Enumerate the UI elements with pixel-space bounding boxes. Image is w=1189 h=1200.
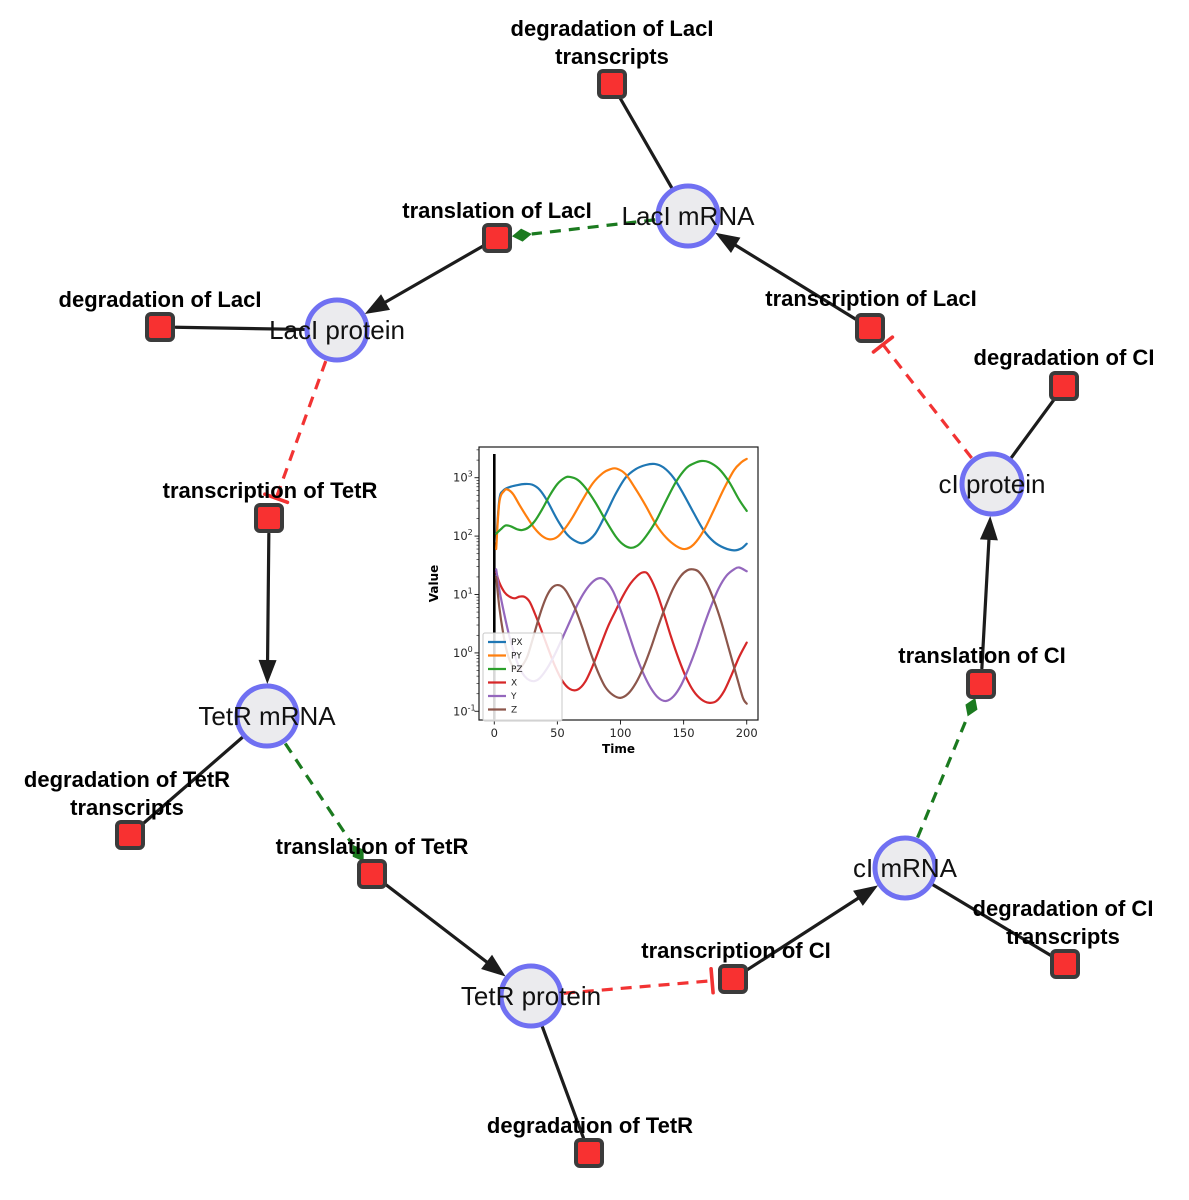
edge-ci-mrna-translation-ci bbox=[916, 715, 970, 839]
species-circle-laci-mrna bbox=[655, 183, 721, 249]
arrowhead-edge-transcription-tetr-tetr-mrna bbox=[258, 659, 277, 685]
species-label-ci-protein: cI protein bbox=[939, 469, 1046, 499]
legend-label-PY: PY bbox=[511, 652, 522, 662]
edge-transcription-laci-laci-mrna bbox=[726, 239, 858, 322]
reaction-square-deg-laci-transcripts bbox=[597, 69, 627, 99]
species-circle-ci-mrna bbox=[872, 835, 938, 901]
edge-tetr-mrna-deg-tetr-transcripts bbox=[140, 736, 244, 827]
species-label-tetr-protein: TetR protein bbox=[461, 981, 601, 1011]
modifier-diamond-edge-ci-mrna-translation-ci bbox=[965, 697, 978, 717]
reaction-label-translation-ci: translation of CI bbox=[898, 643, 1065, 668]
modifier-diamond-edge-laci-mrna-translation-laci bbox=[511, 228, 532, 242]
reaction-square-translation-laci bbox=[482, 223, 512, 253]
reaction-label-deg-ci: degradation of CI bbox=[974, 345, 1155, 370]
species-label-ci-mrna: cI mRNA bbox=[853, 853, 958, 883]
reaction-label-deg-ci-transcripts: degradation of CI transcripts bbox=[973, 896, 1154, 949]
edge-laci-mrna-translation-laci bbox=[531, 218, 656, 236]
species-label-tetr-mrna: TetR mRNA bbox=[198, 701, 336, 731]
reaction-square-translation-ci bbox=[966, 669, 996, 699]
y-axis-label: Value bbox=[427, 565, 441, 603]
reaction-square-deg-ci-transcripts bbox=[1050, 949, 1080, 979]
edge-laci-protein-transcription-tetr bbox=[274, 360, 328, 499]
edge-ci-protein-deg-ci bbox=[1009, 397, 1057, 460]
y-tick-label-10e1: 101 bbox=[453, 587, 473, 602]
legend-label-Z: Z bbox=[511, 706, 517, 716]
species-circle-ci-protein bbox=[959, 451, 1025, 517]
y-tick-label-10e-1: 10-1 bbox=[453, 703, 476, 718]
legend-label-Y: Y bbox=[510, 692, 517, 702]
y-tick-label-10e2: 102 bbox=[453, 528, 473, 543]
edge-tetr-protein-transcription-ci bbox=[563, 979, 713, 995]
modifier-diamond-edge-tetr-mrna-translation-tetr bbox=[352, 844, 364, 862]
reaction-label-transcription-ci: transcription of CI bbox=[641, 938, 830, 963]
legend-label-PZ: PZ bbox=[511, 665, 523, 675]
x-tick-label-200: 200 bbox=[736, 726, 758, 740]
inhibition-tbar-edge-ci-protein-transcription-laci bbox=[871, 335, 895, 354]
y-tick-label-10e0: 100 bbox=[453, 645, 473, 660]
edge-ci-mrna-deg-ci-transcripts bbox=[931, 883, 1053, 958]
inhibition-tbar-edge-tetr-protein-transcription-ci bbox=[709, 967, 715, 995]
species-label-laci-protein: LacI protein bbox=[269, 315, 405, 345]
labels-layer: degradation of LacI transcripts translatio… bbox=[24, 16, 1155, 1138]
species-circle-laci-protein bbox=[304, 297, 370, 363]
edge-laci-mrna-deg-laci-transcripts bbox=[618, 96, 674, 190]
reaction-label-translation-tetr: translation of TetR bbox=[276, 834, 469, 859]
x-axis-label: Time bbox=[602, 742, 635, 756]
species-circle-tetr-protein bbox=[498, 963, 564, 1029]
arrowhead-edge-transcription-ci-ci-mrna bbox=[853, 885, 879, 906]
x-tick-label-100: 100 bbox=[610, 726, 632, 740]
reaction-label-transcription-laci: transcription of LacI bbox=[765, 286, 976, 311]
reaction-square-transcription-tetr bbox=[254, 503, 284, 533]
edge-transcription-ci-ci-mrna bbox=[744, 891, 868, 972]
edge-ci-protein-transcription-laci bbox=[881, 343, 973, 459]
edge-translation-laci-laci-protein bbox=[376, 244, 485, 309]
arrowhead-edge-transcription-laci-laci-mrna bbox=[715, 232, 741, 254]
edge-laci-protein-deg-laci bbox=[174, 325, 306, 332]
reaction-label-translation-laci: translation of LacI bbox=[402, 198, 591, 223]
edge-transcription-tetr-tetr-mrna bbox=[265, 532, 271, 671]
reaction-label-deg-laci: degradation of LacI bbox=[59, 287, 262, 312]
reaction-square-transcription-ci bbox=[718, 964, 748, 994]
edge-translation-tetr-tetr-protein bbox=[383, 882, 496, 969]
inhibition-tbar-edge-laci-protein-transcription-tetr bbox=[263, 492, 290, 505]
reaction-square-deg-laci bbox=[145, 312, 175, 342]
arrowhead-edge-translation-ci-ci-protein bbox=[979, 515, 998, 541]
species-circle-tetr-mrna bbox=[234, 683, 300, 749]
edges-layer bbox=[140, 96, 1057, 1140]
species-label-laci-mrna: LacI mRNA bbox=[622, 201, 756, 231]
chart-legend: PX PY PZ XYZ bbox=[482, 632, 563, 722]
y-tick-label-10e3: 103 bbox=[453, 470, 473, 485]
chart-line-PX bbox=[495, 462, 748, 552]
reaction-square-deg-tetr-transcripts bbox=[115, 820, 145, 850]
reaction-square-transcription-laci bbox=[855, 313, 885, 343]
edge-tetr-protein-deg-tetr bbox=[540, 1025, 586, 1140]
nodes-layer bbox=[115, 69, 1080, 1168]
reaction-label-transcription-tetr: transcription of TetR bbox=[163, 478, 378, 503]
chart-line-PY bbox=[495, 457, 748, 551]
edge-tetr-mrna-translation-tetr bbox=[283, 742, 354, 846]
reaction-label-deg-tetr: degradation of TetR bbox=[487, 1113, 693, 1138]
chart-frame bbox=[478, 446, 759, 721]
arrowhead-edge-translation-tetr-tetr-protein bbox=[481, 954, 506, 977]
x-tick-label-0: 0 bbox=[491, 726, 498, 740]
legend-label-PX: PX bbox=[511, 638, 523, 648]
reaction-square-translation-tetr bbox=[357, 859, 387, 889]
x-tick-label-50: 50 bbox=[550, 726, 565, 740]
arrowhead-edge-translation-laci-laci-protein bbox=[364, 294, 391, 315]
reaction-label-deg-laci-transcripts: degradation of LacI transcripts bbox=[511, 16, 714, 69]
reaction-label-deg-tetr-transcripts: degradation of TetR transcripts bbox=[24, 767, 230, 820]
reaction-square-deg-tetr bbox=[574, 1138, 604, 1168]
x-tick-label-150: 150 bbox=[673, 726, 695, 740]
chart-line-X bbox=[495, 571, 748, 704]
legend-label-X: X bbox=[511, 679, 517, 689]
chart-line-PZ bbox=[495, 459, 748, 549]
reaction-square-deg-ci bbox=[1049, 371, 1079, 401]
edge-translation-ci-ci-protein bbox=[980, 529, 992, 670]
